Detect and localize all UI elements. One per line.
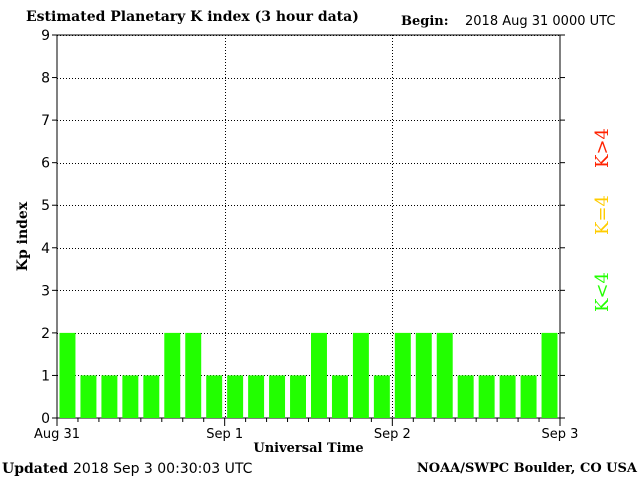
kp-bar [541, 332, 558, 418]
legend-entry: K=4 [592, 195, 613, 235]
y-tick-label: 5 [41, 198, 50, 214]
updated-label: Updated [2, 461, 69, 477]
begin-label: Begin: [401, 14, 449, 29]
kp-bar [415, 332, 432, 418]
kp-bar [457, 375, 474, 418]
x-axis-label: Universal Time [253, 441, 363, 456]
kp-bar [80, 375, 97, 418]
kp-bar [185, 332, 202, 418]
y-axis-label: Kp index [15, 201, 31, 271]
kp-bar [122, 375, 139, 418]
kp-bar [59, 332, 76, 418]
kp-bar [101, 375, 118, 418]
kp-bar [290, 375, 306, 418]
y-tick-label: 2 [41, 326, 50, 342]
kp-bar [164, 332, 181, 418]
y-tick-label: 9 [41, 28, 50, 44]
kp-bar [311, 332, 327, 418]
kp-bar [520, 375, 537, 418]
kp-bar [331, 375, 348, 418]
kp-bar [373, 375, 390, 418]
kp-bar [352, 332, 369, 418]
kp-bar [499, 375, 516, 418]
kp-bar [478, 375, 495, 418]
y-tick-label: 6 [41, 156, 50, 172]
legend-entry: K>4 [592, 128, 613, 168]
kp-bar [394, 332, 411, 418]
y-tick-label: 0 [41, 411, 50, 427]
kp-bar [248, 375, 265, 418]
kp-bar [269, 375, 286, 418]
y-tick-label: 4 [41, 241, 50, 257]
legend-entry: K<4 [592, 272, 613, 312]
source-credit: NOAA/SWPC Boulder, CO USA [416, 461, 637, 476]
x-tick-label: Aug 31 [34, 427, 80, 442]
y-tick-label: 8 [41, 71, 50, 87]
x-tick-label: Sep 2 [374, 427, 411, 442]
kp-bar [143, 375, 160, 418]
begin-value: 2018 Aug 31 0000 UTC [465, 14, 616, 29]
y-tick-label: 1 [41, 368, 50, 384]
kp-bar [206, 375, 223, 418]
x-tick-label: Sep 3 [542, 427, 579, 442]
kp-bar [227, 375, 244, 418]
y-tick-label: 7 [41, 113, 50, 129]
x-tick-label: Sep 1 [206, 427, 243, 442]
updated-timestamp: 2018 Sep 3 00:30:03 UTC [73, 461, 253, 477]
chart-title: Estimated Planetary K index (3 hour data… [26, 9, 359, 25]
y-tick-label: 3 [41, 283, 50, 299]
kp-bar [436, 332, 453, 418]
plot-frame [56, 34, 561, 419]
